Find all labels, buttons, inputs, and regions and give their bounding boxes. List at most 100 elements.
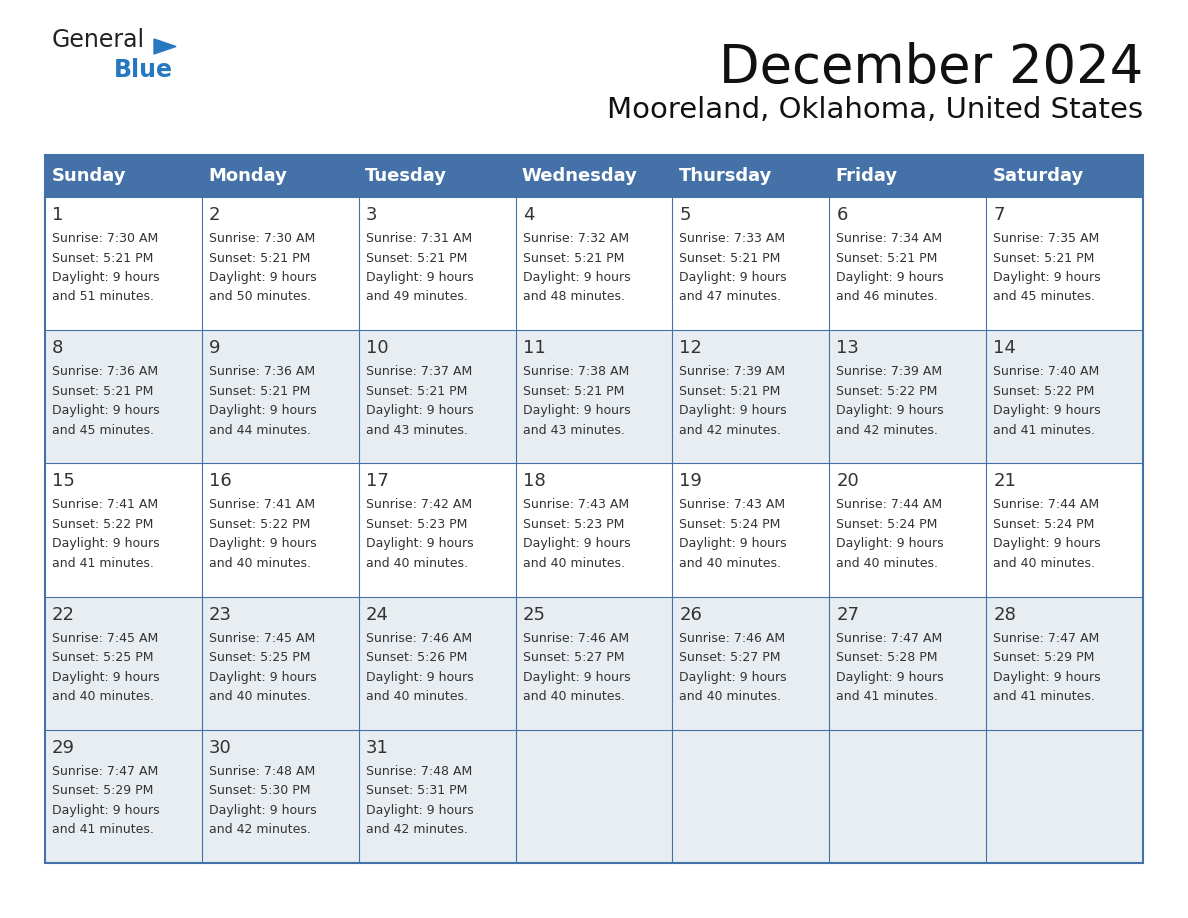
Text: 8: 8 [52,339,63,357]
Bar [45,330,202,464]
Text: and 40 minutes.: and 40 minutes. [523,690,625,703]
Text: 28: 28 [993,606,1016,623]
Text: Sunset: 5:31 PM: Sunset: 5:31 PM [366,784,467,798]
Text: 18: 18 [523,473,545,490]
Text: 31: 31 [366,739,388,756]
Text: Sunset: 5:21 PM: Sunset: 5:21 PM [209,385,310,397]
Text: and 48 minutes.: and 48 minutes. [523,290,625,304]
Text: and 40 minutes.: and 40 minutes. [993,557,1095,570]
Bar [359,597,516,730]
Bar [202,330,359,464]
Text: and 42 minutes.: and 42 minutes. [680,424,782,437]
Text: Sunset: 5:25 PM: Sunset: 5:25 PM [52,651,153,664]
Text: and 40 minutes.: and 40 minutes. [209,557,311,570]
Text: Tuesday: Tuesday [365,167,447,185]
Text: Sunrise: 7:30 AM: Sunrise: 7:30 AM [209,232,315,245]
Text: Sunset: 5:21 PM: Sunset: 5:21 PM [366,385,467,397]
Bar [986,330,1143,464]
Text: Sunset: 5:22 PM: Sunset: 5:22 PM [52,518,153,531]
Text: Daylight: 9 hours: Daylight: 9 hours [523,537,630,551]
Text: and 42 minutes.: and 42 minutes. [366,823,468,836]
Bar [202,464,359,597]
Text: and 40 minutes.: and 40 minutes. [836,557,939,570]
Text: Sunset: 5:21 PM: Sunset: 5:21 PM [523,252,624,264]
Text: Blue: Blue [114,58,173,82]
Text: 21: 21 [993,473,1016,490]
Text: and 41 minutes.: and 41 minutes. [52,823,154,836]
Bar [672,155,829,197]
Text: Sunrise: 7:41 AM: Sunrise: 7:41 AM [52,498,158,511]
Bar [516,197,672,330]
Text: Sunrise: 7:47 AM: Sunrise: 7:47 AM [993,632,1099,644]
Text: Daylight: 9 hours: Daylight: 9 hours [366,404,473,417]
Text: Daylight: 9 hours: Daylight: 9 hours [52,404,159,417]
Text: Sunrise: 7:32 AM: Sunrise: 7:32 AM [523,232,628,245]
Text: Daylight: 9 hours: Daylight: 9 hours [209,804,316,817]
Text: Daylight: 9 hours: Daylight: 9 hours [366,671,473,684]
Text: Mooreland, Oklahoma, United States: Mooreland, Oklahoma, United States [607,96,1143,124]
Text: Sunset: 5:21 PM: Sunset: 5:21 PM [836,252,937,264]
Text: 11: 11 [523,339,545,357]
Text: 14: 14 [993,339,1016,357]
Text: Sunrise: 7:33 AM: Sunrise: 7:33 AM [680,232,785,245]
Text: Sunrise: 7:45 AM: Sunrise: 7:45 AM [209,632,315,644]
Text: December 2024: December 2024 [719,42,1143,94]
Text: Sunrise: 7:41 AM: Sunrise: 7:41 AM [209,498,315,511]
Bar [986,155,1143,197]
Text: Daylight: 9 hours: Daylight: 9 hours [209,404,316,417]
Text: Sunrise: 7:31 AM: Sunrise: 7:31 AM [366,232,472,245]
Text: Daylight: 9 hours: Daylight: 9 hours [523,271,630,284]
Text: 1: 1 [52,206,63,224]
Text: and 50 minutes.: and 50 minutes. [209,290,311,304]
Text: Saturday: Saturday [992,167,1083,185]
Text: and 41 minutes.: and 41 minutes. [52,557,154,570]
Text: Daylight: 9 hours: Daylight: 9 hours [52,271,159,284]
Bar [45,464,202,597]
Text: Sunset: 5:21 PM: Sunset: 5:21 PM [52,385,153,397]
Text: and 40 minutes.: and 40 minutes. [366,557,468,570]
Text: Sunset: 5:29 PM: Sunset: 5:29 PM [52,784,153,798]
Text: and 41 minutes.: and 41 minutes. [993,690,1095,703]
Text: and 51 minutes.: and 51 minutes. [52,290,154,304]
Text: Sunrise: 7:46 AM: Sunrise: 7:46 AM [523,632,628,644]
Bar [829,155,986,197]
Bar [829,464,986,597]
Bar [45,730,202,863]
Bar [202,730,359,863]
Text: and 43 minutes.: and 43 minutes. [523,424,625,437]
Text: Sunrise: 7:47 AM: Sunrise: 7:47 AM [836,632,942,644]
Text: Daylight: 9 hours: Daylight: 9 hours [993,671,1101,684]
Text: and 42 minutes.: and 42 minutes. [209,823,311,836]
Text: Thursday: Thursday [678,167,772,185]
Text: Sunday: Sunday [51,167,126,185]
Text: Sunset: 5:25 PM: Sunset: 5:25 PM [209,651,310,664]
Bar [359,197,516,330]
Text: Sunset: 5:30 PM: Sunset: 5:30 PM [209,784,310,798]
Text: and 40 minutes.: and 40 minutes. [523,557,625,570]
Bar [359,330,516,464]
Text: Sunrise: 7:47 AM: Sunrise: 7:47 AM [52,765,158,778]
Text: Sunset: 5:21 PM: Sunset: 5:21 PM [52,252,153,264]
Text: Sunset: 5:21 PM: Sunset: 5:21 PM [680,385,781,397]
Text: Daylight: 9 hours: Daylight: 9 hours [993,271,1101,284]
Bar [516,464,672,597]
Text: 15: 15 [52,473,75,490]
Text: Sunrise: 7:38 AM: Sunrise: 7:38 AM [523,365,628,378]
Text: and 45 minutes.: and 45 minutes. [993,290,1095,304]
Text: Sunset: 5:24 PM: Sunset: 5:24 PM [993,518,1094,531]
Text: 26: 26 [680,606,702,623]
Text: 2: 2 [209,206,220,224]
Text: Sunset: 5:23 PM: Sunset: 5:23 PM [523,518,624,531]
Text: Daylight: 9 hours: Daylight: 9 hours [680,271,788,284]
Text: Sunrise: 7:43 AM: Sunrise: 7:43 AM [523,498,628,511]
Text: Sunrise: 7:46 AM: Sunrise: 7:46 AM [366,632,472,644]
Text: Sunset: 5:21 PM: Sunset: 5:21 PM [993,252,1094,264]
Text: 5: 5 [680,206,691,224]
Text: Sunset: 5:28 PM: Sunset: 5:28 PM [836,651,937,664]
Text: Sunrise: 7:40 AM: Sunrise: 7:40 AM [993,365,1099,378]
Bar [45,155,1143,863]
Text: 27: 27 [836,606,859,623]
Text: 22: 22 [52,606,75,623]
Text: and 43 minutes.: and 43 minutes. [366,424,468,437]
Text: 9: 9 [209,339,220,357]
